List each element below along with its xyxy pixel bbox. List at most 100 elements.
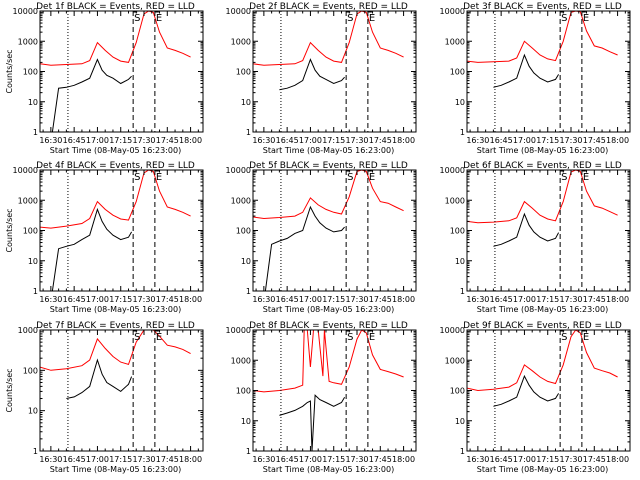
x-tick-label: 17:30: [132, 295, 155, 304]
y-tick-label: 10: [455, 98, 465, 107]
y-tick-label: 10000: [226, 166, 251, 175]
flag-label: E: [156, 332, 162, 343]
plot-frame: [39, 169, 204, 292]
events-series-line: [51, 207, 133, 291]
x-tick-label: 17:00: [299, 295, 322, 304]
events-series-line: [493, 53, 560, 88]
y-tick-label: 100: [236, 387, 251, 396]
y-tick-label: 100: [23, 366, 38, 375]
lld-series-line: [253, 11, 404, 66]
x-tick-label: 16:45: [276, 455, 299, 464]
x-tick-label: 16:45: [63, 136, 86, 145]
y-tick-label: 1: [33, 128, 38, 137]
x-axis-label: Start Time (08-May-05 16:23:00): [50, 465, 181, 474]
x-tick-label: 18:00: [179, 295, 202, 304]
x-tick-label: 16:45: [490, 295, 513, 304]
y-tick-label: 10: [28, 257, 38, 266]
x-axis-label: Start Time (08-May-05 16:23:00): [263, 465, 394, 474]
y-tick-label: 10: [455, 417, 465, 426]
flag-label: S: [347, 13, 353, 24]
y-tick-label: 10000: [440, 326, 465, 335]
y-tick-label: 100: [23, 68, 38, 77]
lld-series-line: [467, 170, 618, 224]
y-tick-label: 1: [246, 447, 251, 456]
x-axis-label: Start Time (08-May-05 16:23:00): [50, 305, 181, 314]
x-tick-label: 17:15: [322, 136, 345, 145]
y-tick-label: 1: [246, 128, 251, 137]
flag-label: S: [134, 13, 140, 24]
x-tick-label: 17:15: [536, 295, 559, 304]
x-tick-label: 17:30: [132, 455, 155, 464]
y-tick-label: 10: [241, 98, 251, 107]
plot-frame: [252, 10, 417, 133]
lld-series-line: [467, 11, 618, 63]
x-tick-label: 18:00: [179, 136, 202, 145]
lld-series-line: [253, 330, 404, 393]
x-axis-label: Start Time (08-May-05 16:23:00): [477, 146, 608, 155]
x-axis-label: Start Time (08-May-05 16:23:00): [50, 146, 181, 155]
x-tick-label: 16:45: [490, 455, 513, 464]
x-tick-label: 18:00: [392, 136, 415, 145]
flag-label: S: [134, 172, 140, 183]
y-tick-label: 100: [450, 387, 465, 396]
events-series-line: [66, 358, 133, 399]
y-tick-label: 1000: [445, 356, 465, 365]
x-tick-label: 17:15: [322, 455, 345, 464]
lld-series-line: [467, 330, 618, 392]
x-tick-label: 16:30: [39, 455, 62, 464]
y-tick-label: 10000: [13, 166, 38, 175]
x-tick-label: 17:00: [299, 136, 322, 145]
x-tick-label: 16:45: [63, 295, 86, 304]
x-tick-label: 17:30: [345, 136, 368, 145]
x-axis-label: Start Time (08-May-05 16:23:00): [263, 146, 394, 155]
y-tick-label: 1000: [231, 196, 251, 205]
y-tick-label: 100: [236, 68, 251, 77]
plot-frame: [466, 10, 631, 133]
x-tick-label: 17:30: [345, 455, 368, 464]
plot-frame: [39, 10, 204, 133]
x-tick-label: 16:30: [252, 455, 275, 464]
plot-frame: [39, 329, 204, 452]
x-tick-label: 17:45: [369, 136, 392, 145]
flag-label: E: [369, 13, 375, 24]
x-tick-label: 17:00: [513, 455, 536, 464]
x-tick-label: 17:30: [559, 136, 582, 145]
x-tick-label: 18:00: [392, 455, 415, 464]
y-tick-label: 10000: [13, 7, 38, 16]
chart-title: Det 3f BLACK = Events, RED = LLD: [463, 2, 622, 12]
events-series-line: [279, 58, 345, 91]
y-tick-label: 1: [460, 128, 465, 137]
x-tick-label: 17:00: [513, 136, 536, 145]
y-tick-label: 1: [33, 447, 38, 456]
x-tick-label: 18:00: [179, 455, 202, 464]
y-tick-label: 10000: [226, 326, 251, 335]
x-tick-label: 17:45: [583, 455, 606, 464]
x-tick-label: 17:45: [156, 455, 179, 464]
x-tick-label: 18:00: [606, 295, 629, 304]
x-tick-label: 16:45: [276, 295, 299, 304]
y-tick-label: 10: [241, 417, 251, 426]
x-tick-label: 16:30: [252, 136, 275, 145]
events-series-line: [493, 374, 560, 407]
flag-label: E: [369, 332, 375, 343]
x-tick-label: 17:30: [345, 295, 368, 304]
flag-label: S: [561, 13, 567, 24]
y-tick-label: 1: [33, 287, 38, 296]
flag-label: S: [347, 172, 353, 183]
x-tick-label: 17:45: [156, 136, 179, 145]
lld-series-line: [40, 330, 191, 371]
y-axis-label: Counts/sec: [5, 208, 14, 252]
x-tick-label: 17:15: [536, 136, 559, 145]
x-tick-label: 17:00: [513, 295, 536, 304]
x-tick-label: 17:15: [322, 295, 345, 304]
x-tick-label: 17:45: [369, 455, 392, 464]
x-tick-label: 17:30: [559, 295, 582, 304]
lld-series-line: [40, 11, 191, 66]
y-tick-label: 10: [28, 407, 38, 416]
